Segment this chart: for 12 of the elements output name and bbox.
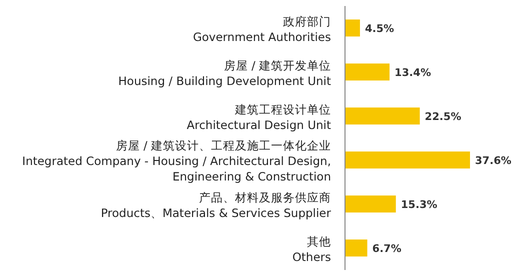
- y-tick-label: 房屋 / 建筑开发单位 Housing / Building Development Unit: [118, 58, 332, 88]
- data-label: 37.6%: [475, 155, 512, 167]
- y-tick-label: 产品、材料及服务供应商 Products、Materials & Services Supplier: [100, 190, 332, 220]
- y-tick-label: 其他 Others: [292, 234, 331, 264]
- data-label: 13.4%: [394, 67, 432, 79]
- y-tick-label: 政府部门 Government Authorities: [192, 14, 331, 44]
- data-label: 22.5%: [424, 111, 462, 123]
- y-tick-label: 房屋 / 建筑设计、工程及施工一体化企业 Integrated Company - Housing / Architectural Design, Engineering & Construction: [22, 138, 331, 184]
- data-label: 15.3%: [400, 199, 438, 211]
- data-label: 4.5%: [364, 23, 395, 35]
- y-tick-label: 建筑工程设计单位 Architectural Design Unit: [186, 102, 332, 132]
- data-label: 6.7%: [372, 243, 402, 255]
